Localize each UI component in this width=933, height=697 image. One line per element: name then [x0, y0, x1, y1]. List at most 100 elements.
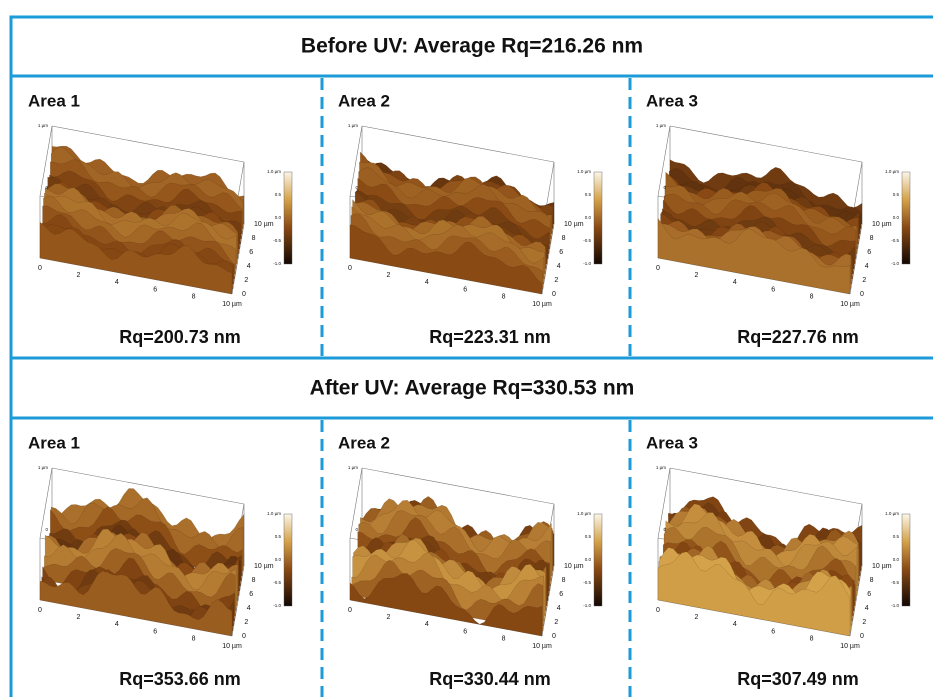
- colorbar-tick-label: 0.0: [585, 557, 592, 562]
- y-tick-label: 8: [252, 235, 256, 242]
- rq-label: Rq=223.31 nm: [429, 327, 551, 347]
- colorbar-tick-label: 1.0 µm: [577, 169, 591, 174]
- y-tick-label: 4: [247, 263, 251, 270]
- x-tick-label: 10 µm: [840, 643, 860, 650]
- x-tick-label: 4: [733, 621, 737, 628]
- colorbar-tick-label: 1.0 µm: [267, 169, 281, 174]
- colorbar-tick-label: 0.5: [585, 534, 592, 539]
- x-tick-label: 4: [115, 621, 119, 628]
- z-tick-label: 1 µm: [38, 123, 48, 128]
- y-tick-label: 2: [862, 619, 866, 626]
- colorbar-tick-label: 1.0 µm: [577, 511, 591, 516]
- x-tick-label: 4: [733, 279, 737, 286]
- x-tick-label: 2: [694, 272, 698, 279]
- y-tick-label: 2: [244, 619, 248, 626]
- x-tick-label: 0: [656, 265, 660, 272]
- rq-label: Rq=227.76 nm: [737, 327, 859, 347]
- x-tick-label: 2: [386, 614, 390, 621]
- colorbar-tick-label: -1.0: [583, 261, 591, 266]
- colorbar-tick-label: 1.0 µm: [267, 511, 281, 516]
- x-tick-label: 4: [425, 279, 429, 286]
- rq-label: Rq=353.66 nm: [119, 669, 241, 689]
- y-tick-label: 6: [867, 249, 871, 256]
- area-label: Area 2: [338, 91, 390, 110]
- x-tick-label: 0: [656, 607, 660, 614]
- z-tick-label: 1 µm: [656, 123, 666, 128]
- y-tick-label: 4: [557, 605, 561, 612]
- x-tick-label: 8: [192, 636, 196, 643]
- y-tick-label: 0: [242, 633, 246, 640]
- colorbar-tick-label: -0.5: [273, 238, 281, 243]
- surface-strip: [39, 221, 233, 295]
- box-edge: [51, 467, 245, 505]
- y-tick-label: 4: [247, 605, 251, 612]
- colorbar-tick-label: 0.0: [275, 215, 282, 220]
- x-tick-label: 10 µm: [222, 301, 242, 308]
- x-tick-label: 6: [463, 628, 467, 635]
- colorbar-tick-label: -1.0: [891, 261, 899, 266]
- y-tick-label: 0: [552, 633, 556, 640]
- y-tick-label: 6: [559, 249, 563, 256]
- x-tick-label: 4: [115, 279, 119, 286]
- y-tick-label: 6: [249, 249, 253, 256]
- x-tick-label: 8: [192, 294, 196, 301]
- area-label: Area 3: [646, 91, 698, 110]
- y-tick-label: 2: [862, 277, 866, 284]
- z-tick-label: 0: [355, 527, 358, 532]
- box-edge: [39, 125, 53, 197]
- colorbar-tick-label: 0.5: [893, 192, 900, 197]
- x-tick-label: 0: [38, 265, 42, 272]
- y-tick-label: 8: [870, 235, 874, 242]
- x-tick-label: 6: [153, 286, 157, 293]
- colorbar: [593, 171, 603, 265]
- x-tick-label: 4: [425, 621, 429, 628]
- area-label: Area 2: [338, 433, 390, 452]
- surface-strip: [349, 224, 543, 295]
- frame: [9, 15, 933, 697]
- rq-label: Rq=330.44 nm: [429, 669, 551, 689]
- z-tick-label: 0: [663, 185, 666, 190]
- y-tick-label: 4: [557, 263, 561, 270]
- y-tick-label: 10 µm: [564, 221, 584, 228]
- area-label: Area 1: [28, 91, 80, 110]
- colorbar: [901, 513, 911, 607]
- x-tick-label: 6: [771, 286, 775, 293]
- x-tick-label: 8: [810, 294, 814, 301]
- z-tick-label: 0: [663, 527, 666, 532]
- x-tick-label: 8: [502, 294, 506, 301]
- box-edge: [349, 125, 363, 197]
- z-tick-label: 0: [45, 527, 48, 532]
- y-tick-label: 0: [552, 291, 556, 298]
- y-tick-label: 6: [249, 591, 253, 598]
- y-tick-label: 8: [252, 577, 256, 584]
- colorbar-tick-label: -0.5: [583, 580, 591, 585]
- x-tick-label: 2: [76, 272, 80, 279]
- y-tick-label: 2: [244, 277, 248, 284]
- y-tick-label: 0: [860, 633, 864, 640]
- x-tick-label: 0: [38, 607, 42, 614]
- z-tick-label: 0: [45, 185, 48, 190]
- x-tick-label: 10 µm: [840, 301, 860, 308]
- x-tick-label: 2: [386, 272, 390, 279]
- colorbar: [283, 513, 293, 607]
- y-tick-label: 8: [562, 235, 566, 242]
- y-tick-label: 2: [554, 619, 558, 626]
- y-tick-label: 6: [559, 591, 563, 598]
- colorbar-tick-label: 0.5: [585, 192, 592, 197]
- colorbar-tick-label: -0.5: [583, 238, 591, 243]
- y-tick-label: 10 µm: [564, 563, 584, 570]
- x-tick-label: 8: [810, 636, 814, 643]
- y-tick-label: 6: [867, 591, 871, 598]
- box-edge: [361, 467, 555, 505]
- y-tick-label: 4: [865, 605, 869, 612]
- surface-strip: [349, 573, 543, 637]
- colorbar: [593, 513, 603, 607]
- colorbar-tick-label: -1.0: [891, 603, 899, 608]
- x-tick-label: 0: [348, 265, 352, 272]
- colorbar-tick-label: -1.0: [273, 603, 281, 608]
- x-tick-label: 8: [502, 636, 506, 643]
